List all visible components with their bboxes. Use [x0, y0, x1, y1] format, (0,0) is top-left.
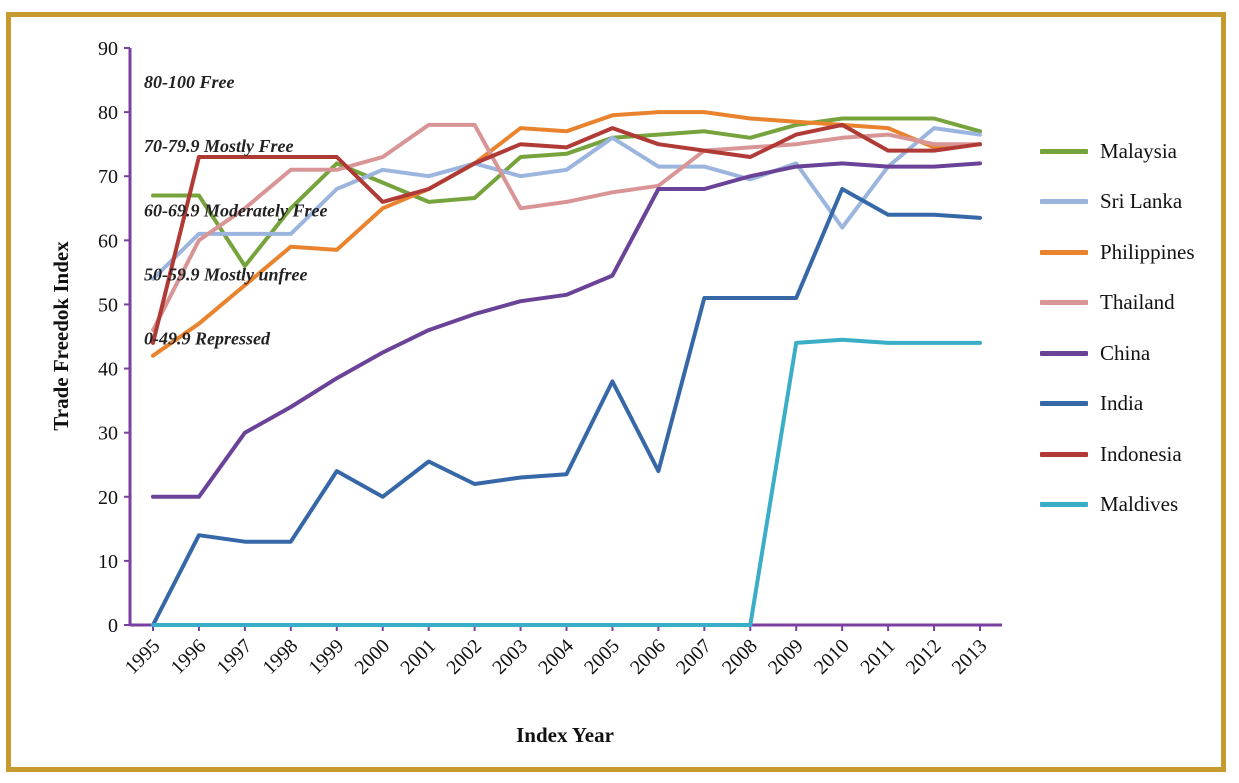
legend-item: Philippines — [1040, 227, 1195, 278]
y-tick-label: 90 — [98, 38, 118, 60]
x-tick-label: 2009 — [764, 635, 808, 679]
series-line-sri-lanka — [151, 126, 982, 281]
x-tick-label: 1999 — [304, 635, 348, 679]
x-tick-label: 2012 — [902, 635, 946, 679]
y-tick-label: 40 — [98, 359, 118, 381]
series-lines — [151, 110, 982, 627]
legend-item: Sri Lanka — [1040, 177, 1195, 228]
legend-label: Sri Lanka — [1100, 189, 1183, 214]
legend-label: Malaysia — [1100, 138, 1177, 163]
legend-label: India — [1100, 391, 1144, 416]
x-tick-label: 1996 — [167, 635, 211, 679]
y-tick-label: 80 — [98, 102, 118, 124]
x-tick-label: 2000 — [350, 635, 394, 679]
x-axis-title: Index Year — [516, 723, 614, 747]
legend-label: Indonesia — [1100, 441, 1182, 466]
x-tick-label: 2007 — [672, 635, 716, 679]
x-tick-label: 2010 — [810, 635, 854, 679]
band-label: 0-49.9 Repressed — [144, 329, 271, 349]
x-tick-label: 2003 — [488, 635, 532, 679]
x-tick-label: 1997 — [213, 635, 257, 679]
x-tick-label: 2013 — [948, 635, 992, 679]
legend-label: Maldives — [1100, 492, 1179, 517]
series-line-indonesia — [151, 122, 982, 345]
band-label: 50-59.9 Mostly unfree — [144, 264, 308, 284]
legend-swatch — [1040, 350, 1088, 356]
legend-swatch — [1040, 502, 1088, 508]
y-tick-label: 30 — [98, 423, 118, 445]
y-tick-label: 0 — [108, 615, 118, 637]
series-line-malaysia — [151, 116, 982, 268]
y-tick-label: 70 — [98, 166, 118, 188]
legend-swatch — [1040, 249, 1088, 255]
legend: Malaysia Sri Lanka Philippines Thailand Chin… — [1040, 126, 1195, 530]
y-tick-label: 60 — [98, 230, 118, 252]
x-tick-label: 2011 — [856, 635, 899, 678]
band-label: 60-69.9 Moderately Free — [144, 200, 327, 220]
y-tick-label: 50 — [98, 294, 118, 316]
band-label: 70-79.9 Mostly Free — [144, 136, 293, 156]
series-line-china — [151, 161, 982, 499]
legend-item: China — [1040, 328, 1195, 379]
legend-item: India — [1040, 379, 1195, 430]
legend-label: Philippines — [1100, 239, 1195, 264]
legend-item: Thailand — [1040, 278, 1195, 329]
x-tick-label: 2005 — [580, 635, 624, 679]
legend-item: Maldives — [1040, 480, 1195, 531]
y-tick-label: 20 — [98, 487, 118, 509]
series-line-maldives — [151, 337, 982, 627]
legend-item: Malaysia — [1040, 126, 1195, 177]
x-tick-label: 1995 — [121, 635, 165, 679]
legend-swatch — [1040, 451, 1088, 457]
band-label: 80-100 Free — [144, 72, 234, 92]
legend-item: Indonesia — [1040, 429, 1195, 480]
x-tick-label: 2002 — [442, 635, 486, 679]
legend-swatch — [1040, 401, 1088, 407]
x-tick-label: 1998 — [259, 635, 303, 679]
y-axis-title: Trade Freedok Index — [49, 241, 73, 431]
legend-swatch — [1040, 300, 1088, 306]
y-tick-label: 10 — [98, 551, 118, 573]
legend-label: Thailand — [1100, 290, 1175, 315]
x-tick-label: 2001 — [396, 635, 440, 679]
x-tick-label: 2008 — [718, 635, 762, 679]
series-line-india — [151, 187, 982, 627]
freedom-bands: 80-100 Free 70-79.9 Mostly Free 60-69.9 Mo… — [144, 72, 327, 348]
x-tick-label: 2006 — [626, 635, 670, 679]
series-line-thailand — [151, 122, 982, 333]
legend-label: China — [1100, 340, 1151, 365]
x-tick-label: 2004 — [534, 635, 578, 679]
legend-swatch — [1040, 148, 1088, 154]
legend-swatch — [1040, 199, 1088, 205]
